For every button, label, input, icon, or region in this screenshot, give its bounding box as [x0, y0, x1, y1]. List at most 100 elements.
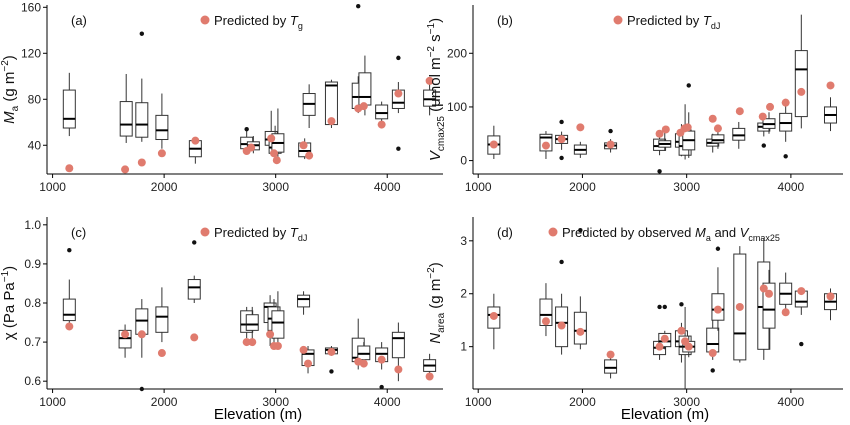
- panel-label: (b): [497, 13, 513, 28]
- x-tick-label: 4000: [374, 395, 401, 409]
- outlier-point: [657, 304, 662, 310]
- box-body: [604, 359, 618, 374]
- x-axis-title-right: Elevation (m): [621, 406, 709, 423]
- predicted-point: [661, 125, 670, 134]
- y-tick-label: 160: [21, 0, 41, 14]
- box: [375, 342, 389, 390]
- box: [245, 306, 259, 343]
- outlier-point: [710, 368, 715, 373]
- predicted-point: [121, 330, 130, 339]
- legend-label: Predicted by TdJ: [214, 225, 307, 243]
- predicted-point: [425, 372, 434, 381]
- predicted-point: [781, 308, 790, 317]
- box-body: [391, 331, 405, 359]
- legend-marker: [548, 227, 558, 237]
- box: [779, 98, 793, 159]
- legend-label: Predicted by observed Ma and Vcmax25: [562, 225, 780, 243]
- legend-marker: [613, 15, 623, 25]
- outlier-point: [715, 246, 721, 251]
- predicted-point: [655, 342, 664, 351]
- box: [135, 31, 149, 142]
- predicted-point: [708, 349, 717, 358]
- predicted-point: [713, 124, 722, 133]
- outlier-point: [396, 55, 401, 61]
- box: [732, 121, 746, 149]
- predicted-point: [576, 327, 585, 336]
- box: [62, 248, 76, 325]
- predicted-point: [327, 347, 336, 356]
- box: [155, 93, 169, 149]
- box: [711, 246, 725, 331]
- box-body: [297, 294, 311, 308]
- x-tick-label: 2000: [569, 180, 596, 194]
- predicted-point: [735, 107, 744, 116]
- outlier-point: [679, 302, 684, 307]
- x-tick-label: 3000: [262, 395, 289, 409]
- predicted-point: [489, 140, 498, 149]
- y-tick-label: 1.0: [24, 218, 41, 232]
- outlier-point: [783, 154, 788, 159]
- predicted-point: [394, 89, 403, 98]
- outlier-point: [578, 228, 583, 233]
- box: [155, 287, 169, 343]
- predicted-point: [247, 143, 256, 152]
- predicted-point: [708, 114, 717, 123]
- panel-a: 1000 2000 3000 4000 40 80 120 160 Ma (g m−2) (a) P…: [0, 0, 443, 194]
- box-body: [155, 114, 169, 141]
- x-tick-label: 3000: [673, 180, 700, 194]
- box: [188, 139, 202, 164]
- predicted-point: [766, 102, 775, 111]
- outlier-point: [139, 31, 145, 36]
- predicted-point: [65, 322, 74, 331]
- box: [794, 288, 808, 347]
- predicted-point: [299, 345, 308, 354]
- outlier-point: [329, 369, 334, 374]
- predicted-point: [359, 359, 368, 368]
- predicted-point: [242, 338, 251, 347]
- box: [682, 83, 696, 158]
- box: [653, 304, 667, 360]
- predicted-point: [190, 333, 199, 342]
- outlier-point: [356, 3, 361, 9]
- box-body: [706, 327, 720, 353]
- outlier-point: [379, 384, 384, 390]
- predicted-point: [655, 129, 664, 138]
- y-tick-label: 0.7: [24, 335, 41, 349]
- outlier-point: [799, 341, 804, 347]
- box-body: [119, 101, 133, 137]
- y-tick-label: 3: [460, 234, 467, 248]
- box-body: [271, 310, 285, 339]
- predicted-point: [606, 350, 615, 359]
- predicted-point: [299, 141, 308, 150]
- y-axis-label: χ (Pa Pa−1): [0, 266, 18, 340]
- x-tick-label: 1000: [39, 180, 66, 194]
- y-tick-label: 0.8: [24, 296, 41, 310]
- predicted-point: [305, 151, 314, 160]
- predicted-point: [541, 141, 550, 150]
- predicted-point: [606, 140, 615, 149]
- y-tick-label: 0.9: [24, 257, 41, 271]
- outlier-point: [244, 126, 249, 132]
- outlier-point: [662, 304, 667, 310]
- predicted-point: [137, 330, 146, 339]
- outlier-point: [192, 240, 197, 245]
- outlier-point: [559, 155, 564, 161]
- x-tick-label: 1000: [465, 180, 492, 194]
- panel-label: (d): [497, 225, 513, 240]
- predicted-point: [65, 164, 74, 173]
- box: [119, 73, 133, 143]
- predicted-point: [826, 81, 835, 90]
- predicted-point: [327, 117, 336, 126]
- outlier-point: [608, 128, 613, 134]
- x-tick-label: 2000: [151, 180, 178, 194]
- box: [62, 72, 76, 137]
- box: [653, 132, 667, 174]
- legend-marker: [200, 227, 210, 237]
- predicted-point: [270, 149, 279, 158]
- predicted-point: [377, 355, 386, 364]
- x-axis-title-left: Elevation (m): [214, 406, 302, 423]
- box: [271, 291, 285, 346]
- box: [823, 97, 837, 132]
- x-tick-label: 1000: [39, 395, 66, 409]
